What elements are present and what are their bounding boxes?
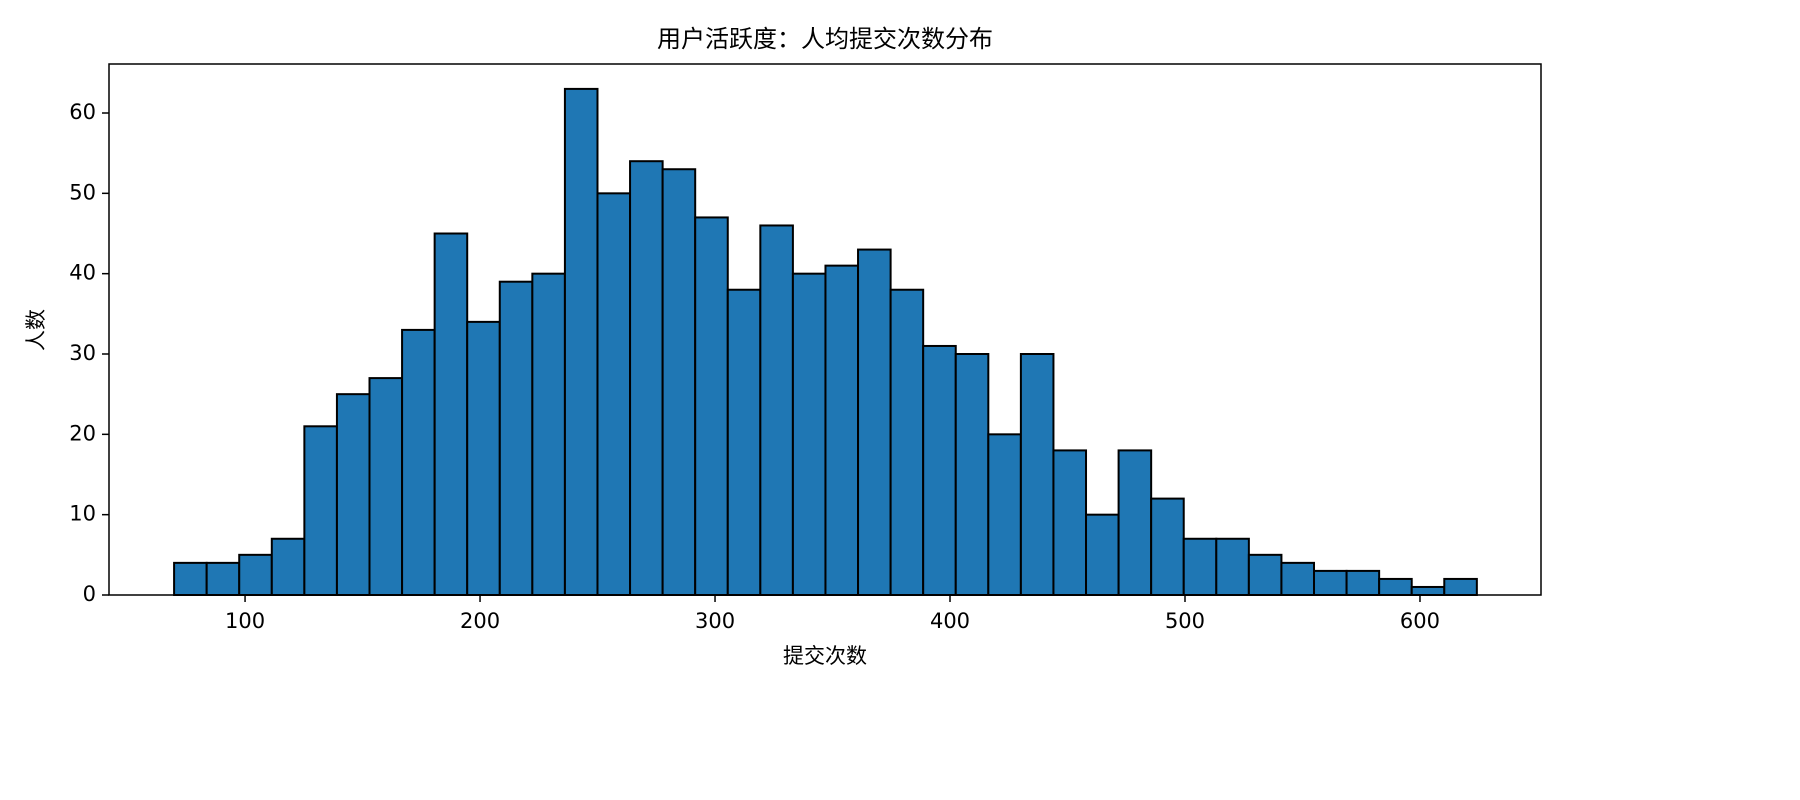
chart-title: 用户活跃度：人均提交次数分布 [657,25,993,53]
bar [629,160,664,596]
bar [922,344,957,596]
bar [954,353,990,597]
bar [238,553,273,596]
x-tick-label: 600 [1400,609,1440,633]
y-tick-label: 30 [69,341,96,365]
bar [1280,561,1316,597]
x-axis-label: 提交次数 [783,644,867,668]
x-tick-label: 400 [930,609,970,633]
bar [694,216,729,596]
bar [368,377,404,596]
bar [531,272,566,596]
y-tick-label: 60 [69,100,96,124]
bar [466,320,501,596]
x-tick-label: 300 [695,609,735,633]
bar [1247,553,1283,596]
bar [1378,577,1413,596]
bar [1443,577,1478,596]
y-tick-label: 40 [69,261,96,285]
bar [1345,569,1381,596]
bar [433,232,469,597]
bar [205,561,241,597]
bar [726,288,762,596]
x-tick-label: 500 [1165,609,1205,633]
bar [889,288,925,596]
y-axis-label: 人数 [24,309,48,351]
bar [335,393,371,597]
y-tick-label: 10 [69,502,96,526]
bar [401,328,436,596]
bar [1117,449,1153,596]
x-tick-label: 100 [225,609,265,633]
y-tick-label: 0 [83,582,96,606]
bar [303,425,338,596]
bar [759,224,794,596]
bar [1313,569,1348,596]
bar [824,264,860,596]
bar [173,561,208,597]
bar [498,280,534,596]
bar [661,168,697,597]
bar [791,272,827,596]
bar [987,433,1022,597]
bar [1052,449,1088,596]
bar [1019,353,1055,597]
bar [1182,537,1218,597]
bar [1215,537,1250,597]
bar [1410,585,1446,597]
bar [1150,497,1185,597]
bar [857,248,892,596]
y-tick-label: 20 [69,421,96,445]
bar [596,192,632,597]
y-tick-label: 50 [69,180,96,204]
bar [563,87,599,597]
bar [1085,513,1120,597]
bar [270,537,306,597]
plot-frame [108,63,1542,596]
x-tick-label: 200 [460,609,500,633]
